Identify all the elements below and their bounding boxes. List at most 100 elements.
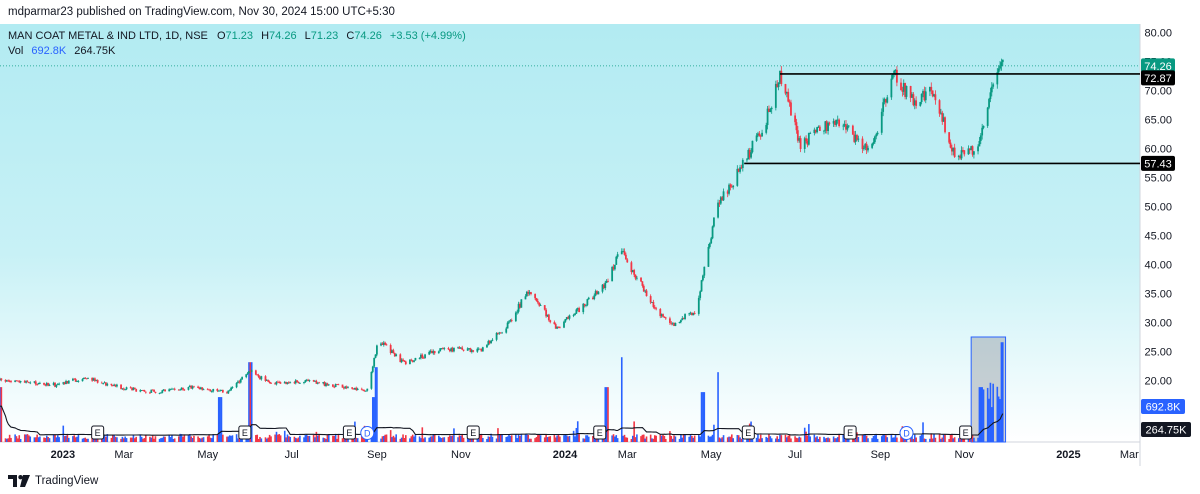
volume-bar	[707, 435, 710, 442]
candle-body	[428, 351, 431, 355]
x-tick-label: Jul	[788, 449, 802, 461]
legend-open: 71.23	[226, 30, 254, 42]
tradingview-logo[interactable]: TradingView	[8, 474, 98, 488]
y-tick-label: 25.00	[1144, 346, 1172, 358]
volume-bar	[228, 435, 231, 442]
candle-body	[219, 390, 221, 392]
candle-body	[568, 315, 571, 319]
volume-bar	[931, 438, 934, 442]
volume-bar	[66, 434, 69, 442]
candle-body	[437, 351, 440, 354]
volume-bar	[640, 436, 642, 442]
volume-bar	[87, 438, 89, 442]
candle-body	[912, 94, 915, 106]
candle-body	[296, 380, 299, 382]
candle-body	[193, 386, 195, 388]
volume-bar	[341, 438, 344, 442]
candle-body	[623, 251, 626, 255]
candle-body	[669, 318, 671, 323]
candle-body	[796, 130, 799, 141]
candle-body	[534, 294, 537, 299]
candle-body	[27, 382, 30, 384]
volume-bar	[36, 434, 38, 442]
candle-body	[575, 309, 578, 314]
volume-bar	[775, 438, 777, 442]
volume-bar	[230, 435, 232, 442]
volume-bar	[246, 437, 249, 442]
candle-body	[360, 388, 363, 390]
candle-body	[33, 381, 36, 383]
candle-body	[177, 389, 180, 391]
volume-bar	[325, 438, 327, 442]
candle-body	[140, 390, 143, 391]
volume-bar	[557, 434, 560, 442]
volume-bar	[439, 437, 441, 442]
candle-body	[44, 384, 47, 386]
candle-body	[267, 380, 270, 382]
candle-body	[144, 391, 147, 393]
candle-body	[183, 389, 186, 391]
candle-body	[37, 383, 40, 385]
candle-body	[461, 347, 464, 350]
candle-body	[776, 83, 779, 88]
footer: TradingView	[0, 466, 1200, 494]
candle-body	[333, 386, 336, 388]
candle-body	[442, 348, 444, 349]
volume-bar	[731, 434, 733, 442]
legend-h-label: H	[261, 30, 269, 42]
volume-bar	[633, 421, 635, 442]
volume-bar	[659, 434, 662, 442]
volume-bar	[151, 435, 154, 442]
y-tick-label: 30.00	[1144, 317, 1172, 329]
volume-bar	[102, 437, 104, 442]
candle-body	[259, 376, 261, 380]
candle-body	[245, 374, 248, 378]
volume-bar	[191, 437, 194, 442]
candle-body	[256, 374, 259, 376]
candle-body	[16, 380, 19, 382]
volume-bar	[477, 437, 480, 442]
volume-bar	[535, 437, 538, 442]
candle-body	[122, 388, 125, 390]
volume-bar	[586, 435, 589, 442]
volume-bar	[971, 435, 974, 442]
candle-body	[528, 292, 531, 294]
candle-body	[125, 387, 128, 390]
candle-body	[978, 140, 981, 147]
candle-body	[746, 159, 748, 161]
candle-body	[761, 132, 763, 137]
volume-bar	[780, 435, 783, 442]
volume-bar	[259, 436, 261, 442]
volume-bar	[519, 435, 521, 442]
candle-body	[563, 321, 565, 328]
volume-bar	[692, 437, 695, 442]
volume-bar	[447, 436, 450, 442]
candle-body	[875, 134, 878, 137]
volume-bar	[864, 435, 867, 442]
volume-bar	[131, 437, 133, 442]
candle-body	[206, 389, 209, 391]
volume-bar	[576, 421, 579, 442]
volume-bar	[616, 438, 619, 442]
candle-body	[867, 147, 869, 151]
earnings-marker-label: E	[963, 428, 969, 438]
candle-body	[640, 277, 642, 282]
volume-bar	[466, 437, 469, 442]
candle-body	[741, 159, 744, 169]
candle-body	[757, 133, 759, 136]
volume-bar	[168, 434, 170, 442]
candle-body	[758, 133, 761, 136]
volume-bar	[392, 435, 395, 442]
candle-body	[883, 99, 886, 103]
candle-body	[755, 135, 758, 141]
candle-body	[26, 381, 29, 383]
candle-body	[162, 389, 165, 391]
candle-body	[420, 354, 422, 358]
candle-body	[853, 134, 856, 142]
candle-body	[751, 140, 754, 153]
candle-body	[630, 262, 633, 273]
volume-bar	[135, 436, 137, 442]
volume-bar	[294, 437, 297, 442]
volume-bar	[193, 435, 195, 442]
